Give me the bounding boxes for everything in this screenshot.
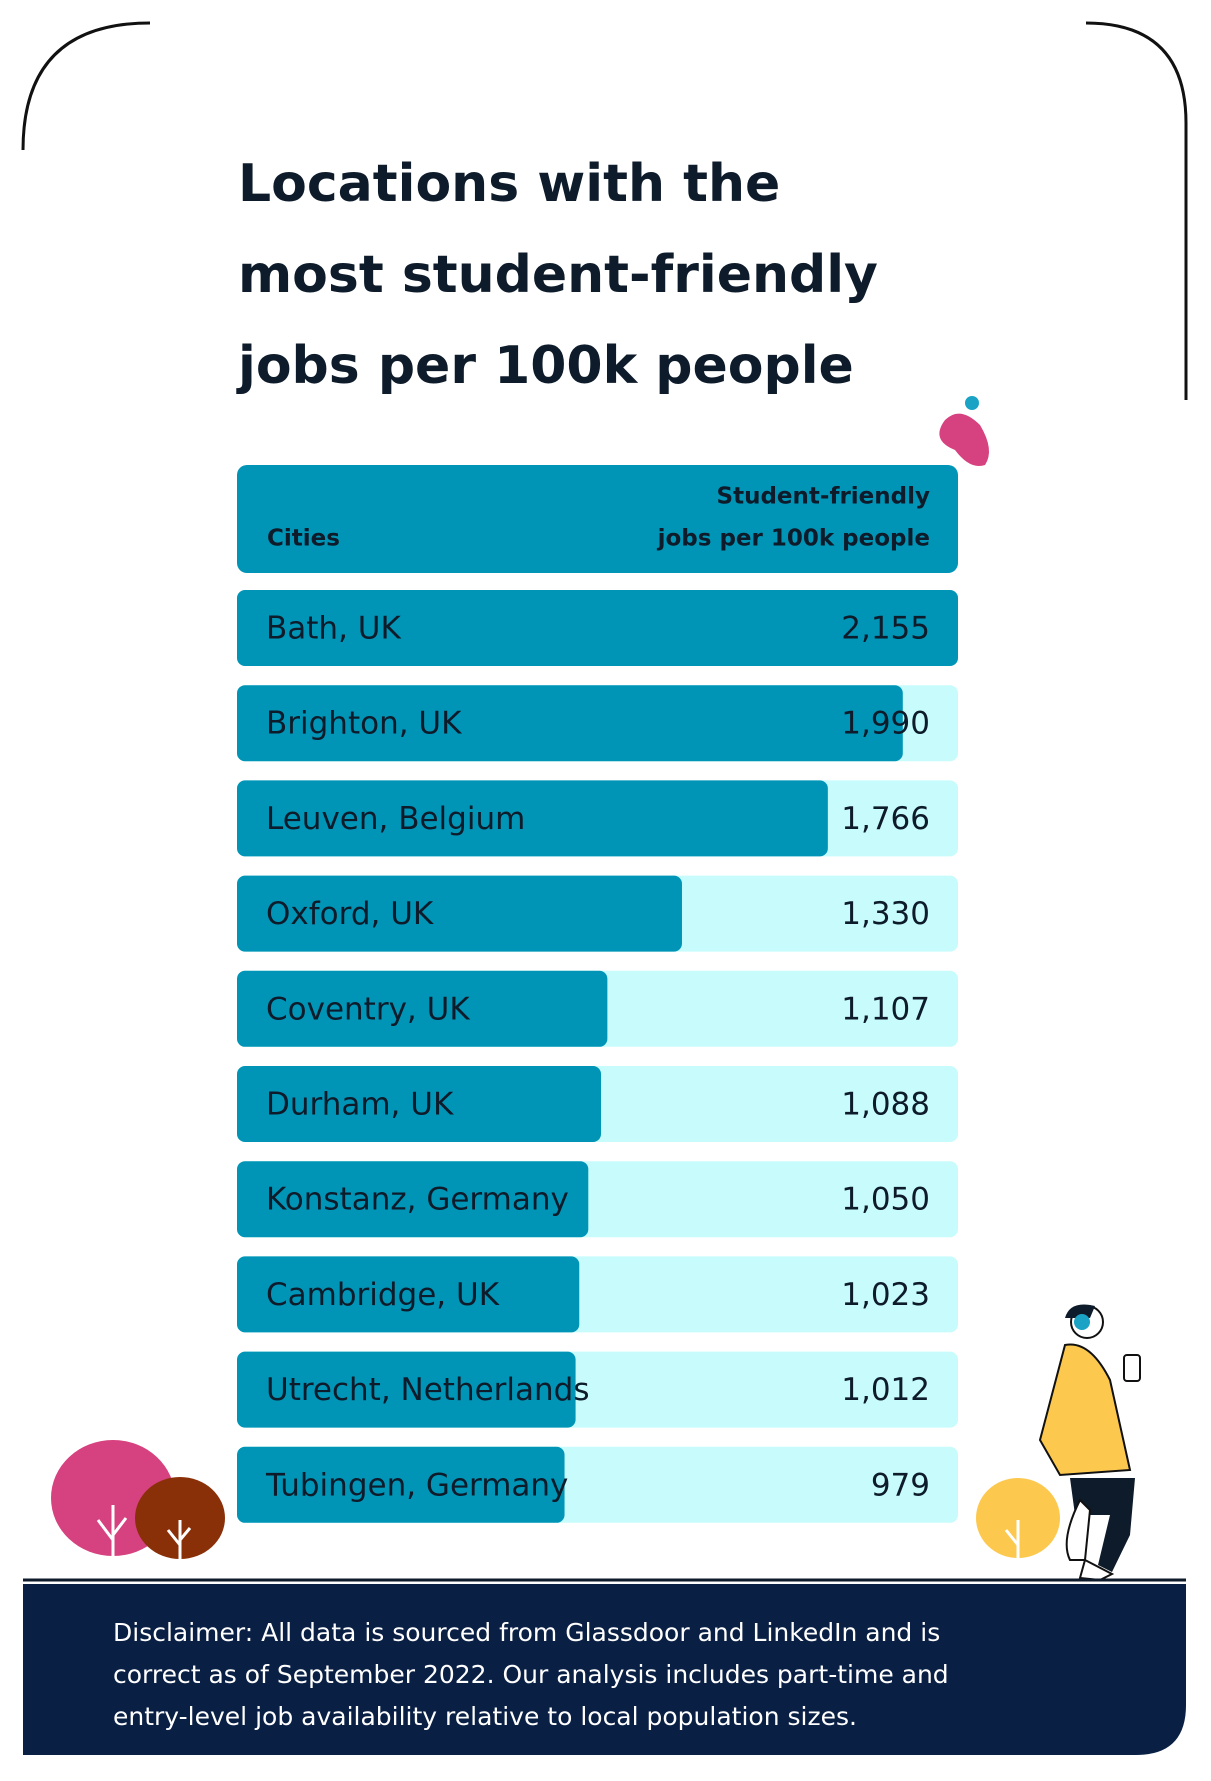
category-label: Bath, UK [266, 611, 401, 647]
card-edge [21, 21, 151, 151]
value-label: 979 [871, 1467, 930, 1503]
bar [237, 1351, 576, 1428]
value-label: 1,088 [841, 1087, 930, 1123]
label-header: Cities [267, 526, 340, 552]
bar [237, 780, 828, 857]
category-label: Oxford, UK [266, 896, 434, 932]
tree-trunk [1004, 1520, 1020, 1580]
decoration-dot [965, 396, 979, 410]
bar [237, 970, 608, 1047]
bar [237, 1256, 580, 1333]
tree [135, 1477, 225, 1559]
bar [237, 590, 958, 666]
value-label: 1,766 [841, 801, 930, 837]
value-label: 1,050 [841, 1182, 930, 1218]
value-label: 1,990 [841, 706, 930, 742]
tree [976, 1478, 1060, 1558]
category-label: Konstanz, Germany [266, 1182, 569, 1218]
bar [237, 875, 682, 952]
category-label: Tubingen, Germany [265, 1467, 568, 1503]
disclaimer: correct as of September 2022. Our analys… [113, 1660, 949, 1689]
tree-trunk [96, 1505, 128, 1580]
value-label: 1,023 [841, 1277, 930, 1313]
footer [23, 1584, 1186, 1755]
disclaimer: Disclaimer: All data is sourced from Gla… [113, 1618, 940, 1647]
tree-trunk [166, 1520, 192, 1580]
decoration-blob [939, 413, 989, 466]
chart-title: jobs per 100k people [236, 336, 854, 396]
bar [237, 1066, 602, 1142]
value-header: jobs per 100k people [657, 526, 930, 552]
card-edge [1085, 21, 1188, 400]
header-bar [237, 465, 958, 573]
chart-title: Locations with the [238, 154, 780, 214]
rows: Bath, UK 2,155 Brighton, UK 1,990 Leuven, Be… [237, 590, 958, 1523]
category-label: Utrecht, Netherlands [266, 1372, 590, 1408]
category-label: Leuven, Belgium [266, 801, 525, 837]
chart-title: most student-friendly [238, 245, 878, 305]
value-label: 1,107 [841, 991, 930, 1027]
bar [237, 685, 903, 762]
bar [237, 1446, 565, 1523]
value-label: 1,330 [841, 896, 930, 932]
category-label: Durham, UK [266, 1087, 454, 1123]
value-label: 2,155 [841, 611, 930, 647]
category-label: Brighton, UK [266, 706, 462, 742]
bar [237, 1161, 589, 1238]
disclaimer: entry-level job availability relative to… [113, 1702, 857, 1731]
category-label: Cambridge, UK [266, 1277, 500, 1313]
value-label: 1,012 [841, 1372, 930, 1408]
person-illustration [1038, 1304, 1141, 1582]
value-header: Student-friendly [717, 484, 930, 510]
category-label: Coventry, UK [266, 991, 470, 1027]
